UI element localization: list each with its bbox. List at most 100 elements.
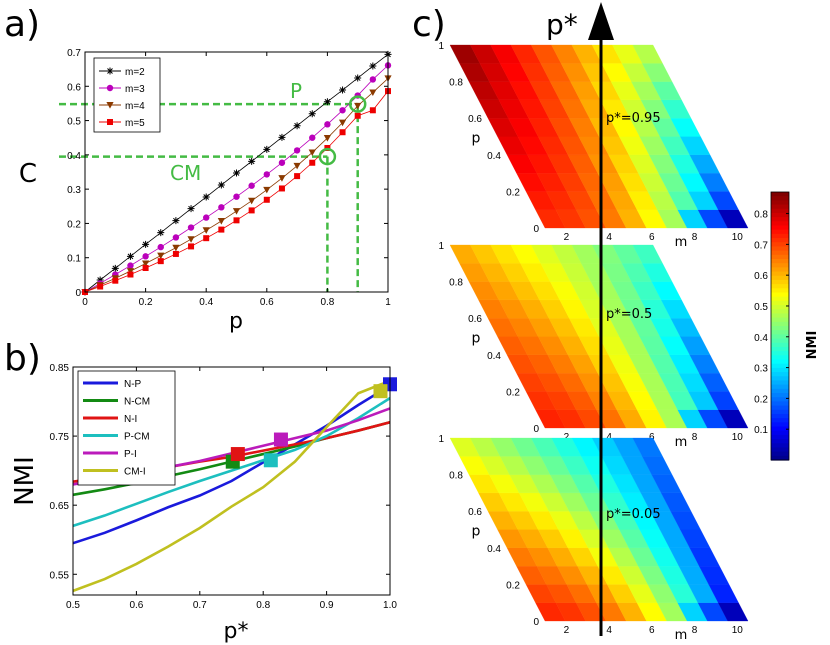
colorbar-segment bbox=[771, 225, 789, 231]
a-ytick-label: 0.1 bbox=[67, 254, 81, 265]
panel-b-ticks: 0.5 0.6 0.7 0.8 0.9 1.0 0.55 0.65 0.75 0.85 bbox=[50, 363, 398, 611]
b-marker-P-I bbox=[273, 432, 288, 447]
colorbar-segment bbox=[771, 300, 789, 306]
colorbar-segment bbox=[771, 376, 789, 382]
c-mtick-label: 4 bbox=[606, 625, 612, 636]
a-xtick-label: 0.6 bbox=[260, 297, 274, 308]
a-data-point bbox=[263, 196, 270, 203]
a-data-point bbox=[172, 244, 180, 252]
colorbar-segment bbox=[771, 313, 789, 319]
b-xtick-label: 0.7 bbox=[193, 600, 207, 611]
colorbar-segment bbox=[771, 342, 789, 348]
b-legend-label: CM-I bbox=[124, 467, 146, 478]
a-data-point bbox=[339, 129, 346, 136]
a-data-point bbox=[127, 271, 134, 278]
colorbar-segment bbox=[771, 422, 789, 428]
b-legend-label: N-CM bbox=[124, 397, 150, 408]
a-data-point bbox=[278, 175, 286, 182]
panel-a-legend: m=2 m=3 m=4 m=5 bbox=[93, 57, 161, 133]
a-data-point bbox=[127, 262, 134, 269]
a-data-point bbox=[142, 240, 150, 248]
c-layer-label: p*=0.05 bbox=[606, 507, 661, 522]
colorbar-segment bbox=[771, 275, 789, 281]
a-data-point bbox=[203, 214, 210, 221]
b-ytick-label: 0.65 bbox=[50, 501, 70, 512]
heatmap-cell bbox=[632, 244, 663, 264]
a-xtick-label: 0.2 bbox=[139, 297, 153, 308]
c-mtick-label: 8 bbox=[692, 625, 698, 636]
b-xtick-label: 1.0 bbox=[383, 600, 397, 611]
colorbar-segment bbox=[771, 380, 789, 386]
b-xtick-label: 0.6 bbox=[129, 600, 143, 611]
pstar-axis-label: p* bbox=[546, 8, 578, 41]
panel-b-chart: 0.5 0.6 0.7 0.8 0.9 1.0 0.55 0.65 0.75 0.85 p* NM… bbox=[10, 363, 397, 644]
colorbar-segment bbox=[771, 221, 789, 227]
c-mtick-label: 8 bbox=[692, 232, 698, 243]
c-ptick-label: 0.6 bbox=[468, 507, 482, 518]
colorbar-segment bbox=[771, 388, 789, 394]
a-ytick-label: 0.5 bbox=[67, 117, 81, 128]
a-data-point bbox=[369, 89, 377, 97]
a-data-point bbox=[354, 112, 361, 119]
a-data-point bbox=[248, 157, 256, 165]
colorbar-segment bbox=[771, 233, 789, 239]
a-data-point bbox=[172, 234, 180, 241]
b-ytick-label: 0.75 bbox=[50, 432, 70, 443]
c-ptick-label: 0 bbox=[533, 424, 539, 435]
colorbar-segment bbox=[771, 271, 789, 277]
heatmap-cell bbox=[632, 437, 663, 457]
colorbar-segment bbox=[771, 409, 789, 415]
colorbar-segment bbox=[771, 229, 789, 235]
colorbar-tick-label: 0.1 bbox=[754, 425, 768, 436]
a-ytick-label: 0.7 bbox=[67, 48, 81, 59]
colorbar-tick-label: 0.6 bbox=[754, 271, 768, 282]
colorbar-segment bbox=[771, 254, 789, 260]
a-data-point bbox=[248, 207, 255, 214]
a-legend-marker bbox=[106, 102, 114, 109]
b-marker-CM-I bbox=[373, 384, 388, 399]
a-data-point bbox=[142, 260, 150, 268]
c-mtick-label: 2 bbox=[564, 625, 570, 636]
colorbar-segment bbox=[771, 242, 789, 248]
a-data-point bbox=[263, 171, 270, 178]
a-data-point bbox=[278, 159, 286, 166]
a-data-point bbox=[233, 193, 240, 200]
a-data-point bbox=[293, 122, 301, 130]
a-annotation-P: P bbox=[290, 79, 302, 103]
b-legend-label: N-P bbox=[124, 379, 142, 390]
colorbar-segment bbox=[771, 212, 789, 218]
a-data-point bbox=[218, 204, 225, 211]
a-data-point bbox=[369, 107, 376, 114]
c-m-axis-label: m bbox=[675, 435, 688, 450]
colorbar-tick-label: 0.4 bbox=[754, 333, 768, 344]
c-ptick-label: 0 bbox=[533, 224, 539, 235]
a-ytick-label: 0.2 bbox=[67, 219, 81, 230]
colorbar-segment bbox=[771, 284, 789, 289]
a-data-point bbox=[354, 74, 362, 82]
b-marker-P-CM bbox=[263, 453, 278, 468]
colorbar: 0.1 0.2 0.3 0.4 0.5 0.6 0.7 0.8 NMI bbox=[754, 191, 820, 461]
colorbar-frame bbox=[770, 191, 790, 461]
a-data-point bbox=[309, 159, 316, 166]
colorbar-segment bbox=[771, 259, 789, 264]
c-ptick-label: 0.6 bbox=[468, 314, 482, 325]
colorbar-segment bbox=[771, 447, 789, 453]
a-data-point bbox=[369, 76, 377, 83]
colorbar-segment bbox=[771, 305, 789, 310]
a-data-point bbox=[338, 119, 347, 127]
colorbar-segment bbox=[771, 384, 789, 390]
a-series-m=3 bbox=[81, 62, 392, 296]
b-series-P-CM bbox=[72, 396, 391, 528]
a-data-point bbox=[96, 276, 104, 284]
a-data-point bbox=[217, 218, 225, 225]
a-data-point bbox=[203, 235, 210, 242]
a-data-point bbox=[97, 283, 104, 290]
colorbar-segment bbox=[771, 426, 789, 432]
b-legend-label: P-CM bbox=[124, 432, 150, 443]
c-m-axis-label: m bbox=[675, 628, 688, 643]
colorbar-segment bbox=[771, 250, 789, 256]
colorbar-segment bbox=[771, 351, 789, 356]
a-data-point bbox=[218, 226, 225, 233]
colorbar-tick-label: 0.5 bbox=[754, 302, 768, 313]
